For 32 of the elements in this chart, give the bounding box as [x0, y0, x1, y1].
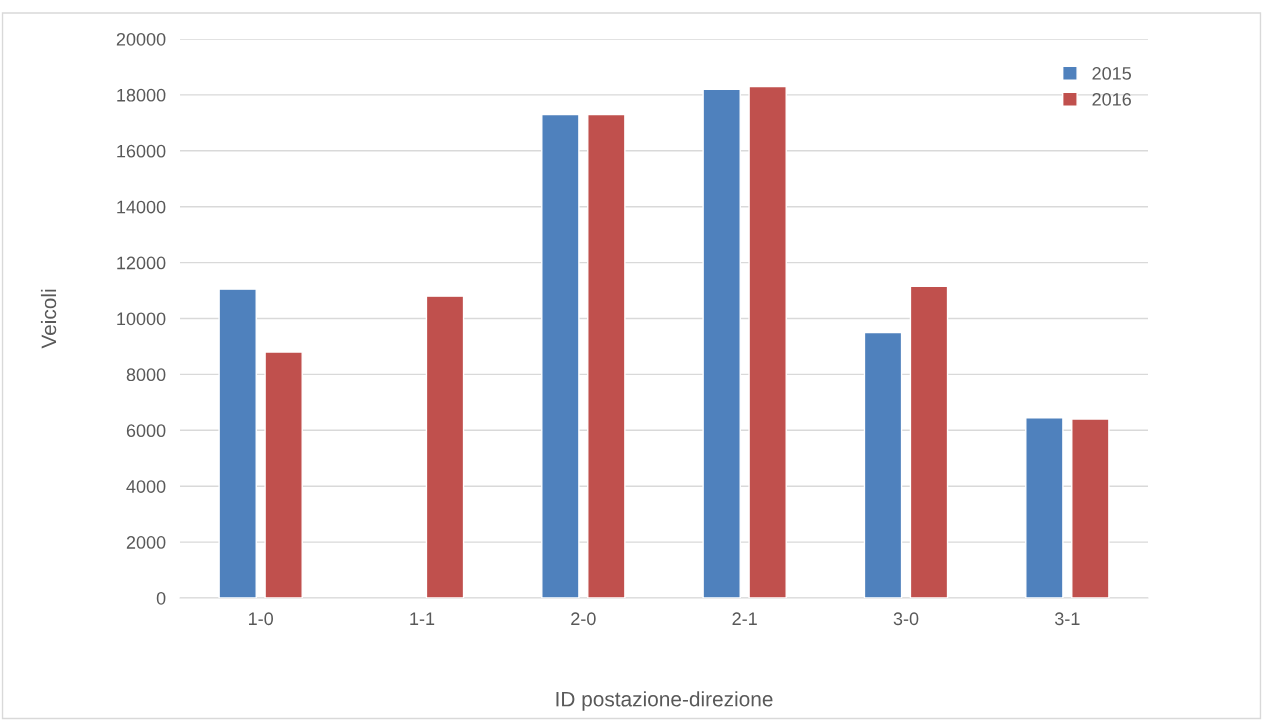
x-tick-label: 3-0 — [893, 612, 919, 626]
bar — [702, 88, 741, 598]
y-tick-label: 20000 — [116, 32, 166, 46]
bar — [218, 288, 257, 598]
y-tick-label: 14000 — [117, 200, 166, 214]
x-tick-label: 1-0 — [249, 612, 274, 626]
bar — [1071, 418, 1110, 598]
legend-label: 2016 — [1092, 92, 1131, 106]
x-axis-title: ID postazione-direzione — [556, 691, 773, 711]
x-tick-label: 2-1 — [732, 612, 757, 625]
x-tick-label: 3-1 — [1054, 612, 1080, 626]
bar — [1025, 417, 1064, 598]
bar — [587, 113, 626, 598]
bar — [541, 113, 580, 598]
y-tick-label: 12000 — [117, 256, 166, 270]
bar — [863, 331, 903, 598]
y-tick-label: 2000 — [126, 536, 166, 549]
y-tick-label: 0 — [156, 591, 166, 605]
bar — [909, 285, 949, 598]
x-tick-label: 1-1 — [410, 612, 435, 625]
y-axis-title: Veicoli — [40, 289, 57, 349]
legend-label: 2015 — [1092, 67, 1131, 80]
y-tick-label: 18000 — [117, 88, 166, 102]
bar — [264, 351, 303, 598]
y-tick-label: 8000 — [126, 368, 166, 382]
y-tick-label: 16000 — [117, 144, 166, 158]
y-tick-label: 4000 — [126, 480, 166, 493]
bar — [425, 295, 465, 598]
y-tick-label: 6000 — [126, 424, 166, 438]
y-tick-label: 10000 — [117, 312, 166, 326]
x-tick-label: 2-0 — [571, 612, 596, 626]
bar — [748, 85, 787, 598]
